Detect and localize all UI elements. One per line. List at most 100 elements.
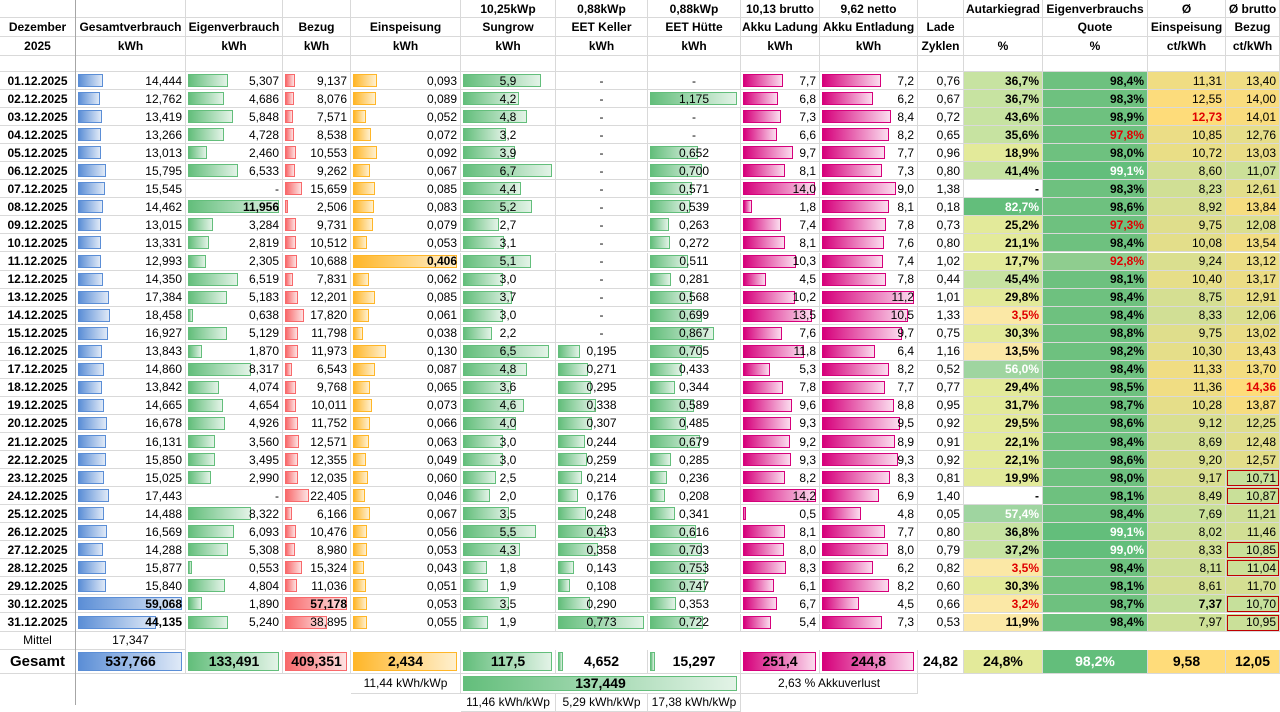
row-15-col-10: 0,75 [918,324,964,343]
data-bar [353,398,372,412]
row-6-col-1: 15,795 [76,162,186,181]
row-8-col-14: 13,84 [1226,198,1280,217]
row-23-col-9: 8,3 [820,469,918,488]
cell-value: 3,0 [499,452,517,467]
cell-value: 4,8 [897,506,914,521]
row-13-col-0: 13.12.2025 [0,288,76,307]
cell-value: 8,2 [897,362,914,377]
row-8-col-4: 0,083 [351,198,461,217]
header-unit-2: kWh [283,37,351,56]
cell-value: 98,8% [1109,326,1144,341]
cell-value: 10,28 [1191,398,1222,413]
data-bar [353,362,376,376]
cell-value: - [275,181,279,196]
cell-value: 36,7% [1004,73,1039,88]
header-top-9 [918,0,964,18]
cell-value: 0,703 [678,542,710,557]
row-26-col-8: 8,1 [741,523,820,542]
data-bar [463,435,503,449]
cell-value: 11,04 [1246,560,1276,575]
data-bar [285,290,299,304]
data-bar [558,615,644,629]
row-29-col-3: 11,036 [283,577,351,596]
data-bar [822,597,859,611]
row-18-col-12: 98,5% [1043,378,1148,397]
data-bar [78,435,107,449]
data-bar [743,272,767,286]
cell-value: 3,7 [499,290,517,305]
data-bar [188,416,226,430]
cell-value: 12,993 [145,254,182,269]
row-18-col-1: 13,842 [76,378,186,397]
cell-value: 0,053 [426,542,457,557]
cell-value: 36,7% [1004,91,1039,106]
row-31-col-11: 11,9% [964,613,1043,632]
cell-value: 2,990 [248,470,279,485]
cell-value: 7,7 [799,73,816,88]
row-7-col-1: 15,545 [76,180,186,199]
row-11-col-4: 0,406 [351,252,461,271]
row-29-col-13: 8,61 [1148,577,1226,596]
cell-value: 8,8 [897,398,914,413]
data-bar [822,110,891,124]
data-bar [78,290,109,304]
header-name-9: Lade [918,18,964,37]
row-10-col-5: 3,1 [461,234,556,253]
row-28-col-14: 11,04 [1226,559,1280,578]
cell-value: 1,8 [499,560,517,575]
cell-value: 11,9% [1005,615,1039,630]
row-18-col-8: 7,8 [741,378,820,397]
cell-value: 0,271 [586,362,617,377]
cell-value: 12,73 [1191,109,1222,124]
row-29-col-11: 30,3% [964,577,1043,596]
cell-value: 0,539 [678,199,710,214]
row-10-col-0: 10.12.2025 [0,234,76,253]
spacer-cell [76,56,186,72]
data-bar [822,615,882,629]
cell-value: 0,638 [248,308,279,323]
data-bar [743,489,816,503]
data-bar [78,362,105,376]
data-bar [78,416,108,430]
data-bar [822,543,888,557]
data-bar [78,308,111,322]
header-unit-12: ct/kWh [1148,37,1226,56]
cell-value: 16,927 [145,326,182,341]
row-8-col-1: 14,462 [76,198,186,217]
row-30-col-7: 0,353 [648,595,741,614]
row-28-col-9: 6,2 [820,559,918,578]
date-label: 01.12.2025 [7,73,68,88]
cell-value: 30,3% [1004,578,1039,593]
data-bar [78,218,101,232]
data-bar [353,344,387,358]
row-28-col-13: 8,11 [1148,559,1226,578]
row-25-col-10: 0,05 [918,505,964,524]
data-bar [78,128,102,142]
data-bar [743,128,777,142]
header-top-text: Eigenverbrauchs [1046,1,1144,16]
row-15-col-8: 7,6 [741,324,820,343]
row-9-col-11: 25,2% [964,216,1043,235]
row-10-col-9: 7,6 [820,234,918,253]
cell-value: 29,5% [1004,416,1039,431]
huette-per-kwp-cell: 17,38 kWh/kWp [648,693,741,712]
cell-value: 97,3% [1109,217,1144,232]
cell-value: 9,75 [1198,217,1222,232]
data-bar [822,453,899,467]
row-28-col-7: 0,753 [648,559,741,578]
row-9-col-10: 0,73 [918,216,964,235]
row-30-col-6: 0,290 [556,595,648,614]
data-bar [285,236,297,250]
cell-value: 7,97 [1198,615,1222,630]
cell-value: 98,7% [1109,398,1144,413]
row-20-col-9: 9,5 [820,414,918,433]
row-15-col-3: 11,798 [283,324,351,343]
cell-value: 11,973 [311,344,347,359]
header-top-1 [186,0,283,18]
spacer-cell [1148,56,1226,72]
cell-value: 3,1 [499,235,517,250]
row-14-col-5: 3,0 [461,306,556,325]
data-bar [650,471,668,485]
huette-per-kwp: 17,38 kWh/kWp [651,695,737,710]
cell-value: 3,2% [1011,596,1039,611]
